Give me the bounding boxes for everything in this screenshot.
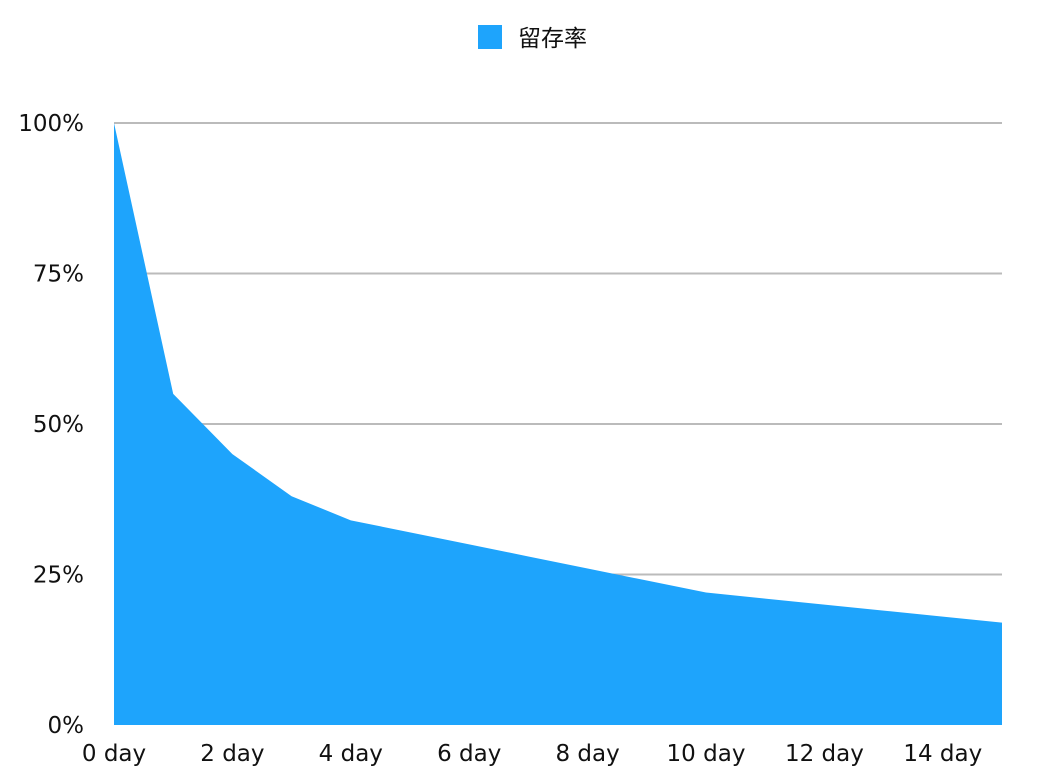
x-tick-label: 6 day (437, 741, 501, 767)
x-tick-label: 2 day (200, 741, 264, 767)
y-tick-label: 75% (33, 262, 84, 288)
x-tick-label: 12 day (785, 741, 864, 767)
legend-label: 留存率 (518, 26, 587, 52)
y-tick-label: 50% (33, 412, 84, 438)
x-tick-label: 4 day (319, 741, 383, 767)
area-series (114, 123, 1002, 725)
x-tick-label: 14 day (903, 741, 982, 767)
x-tick-label: 0 day (82, 741, 146, 767)
y-tick-label: 0% (48, 713, 85, 739)
y-axis-ticks: 0% 25% 50% 75% 100% (18, 111, 84, 739)
x-tick-label: 10 day (667, 741, 746, 767)
x-tick-label: 8 day (555, 741, 619, 767)
x-axis-ticks: 0 day 2 day 4 day 6 day 8 day 10 day 12 day 14 … (82, 741, 982, 767)
legend: 留存率 (478, 25, 587, 52)
y-tick-label: 25% (33, 563, 84, 589)
legend-swatch (478, 25, 502, 49)
y-tick-label: 100% (18, 111, 84, 137)
area-series-fill (114, 123, 1002, 725)
